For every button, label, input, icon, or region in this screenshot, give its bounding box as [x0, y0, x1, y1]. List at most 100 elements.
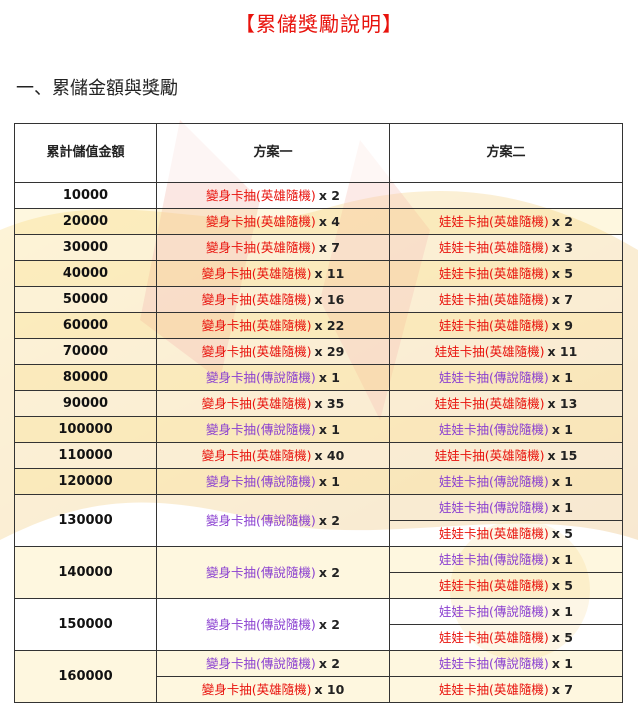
reward-quantity: x 5: [551, 577, 573, 593]
table-row: 60000 變身卡抽(英雄隨機) x 22 娃娃卡抽(英雄隨機) x 9: [14, 312, 623, 339]
reward-name: 變身卡抽(英雄隨機): [206, 213, 316, 229]
reward-name: 娃娃卡抽(英雄隨機): [434, 395, 545, 411]
table-row: 130000 變身卡抽(傳說隨機) x 2 娃娃卡抽(傳說隨機) x 1: [14, 494, 623, 547]
reward-quantity: x 13: [547, 395, 578, 411]
reward-name: 變身卡抽(傳說隨機): [206, 616, 316, 632]
reward-quantity: x 1: [551, 603, 573, 619]
plan2-cell: 娃娃卡抽(英雄隨機) x 5: [389, 520, 623, 547]
reward-name: 娃娃卡抽(英雄隨機): [439, 239, 549, 255]
plan1-cell: 變身卡抽(英雄隨機) x 22: [156, 312, 390, 339]
plan2-cell: 娃娃卡抽(英雄隨機) x 5: [389, 624, 623, 651]
amount-cell: 10000: [14, 182, 157, 209]
reward-name: 變身卡抽(傳說隨機): [206, 421, 316, 437]
header-plan2: 方案二: [389, 123, 623, 183]
reward-quantity: x 1: [318, 421, 340, 437]
reward-name: 娃娃卡抽(傳說隨機): [439, 499, 549, 515]
reward-quantity: x 22: [314, 317, 345, 333]
reward-quantity: x 5: [551, 265, 573, 281]
table-row: 100000 變身卡抽(傳說隨機) x 1 娃娃卡抽(傳說隨機) x 1: [14, 416, 623, 443]
reward-quantity: x 2: [318, 512, 340, 528]
reward-quantity: x 1: [551, 421, 573, 437]
reward-quantity: x 1: [318, 369, 340, 385]
plan2-cell: 娃娃卡抽(傳說隨機) x 1: [389, 650, 623, 677]
plan2-cell: 娃娃卡抽(英雄隨機) x 11: [389, 338, 623, 365]
plan1-cell: 變身卡抽(傳說隨機) x 2: [156, 494, 390, 547]
reward-quantity: x 2: [318, 616, 340, 632]
reward-quantity: x 1: [551, 551, 573, 567]
reward-name: 娃娃卡抽(英雄隨機): [439, 577, 549, 593]
reward-quantity: x 2: [318, 655, 340, 671]
plan2-cell: 娃娃卡抽(英雄隨機) x 3: [389, 234, 623, 261]
amount-cell: 90000: [14, 390, 157, 417]
amount-cell: 160000: [14, 650, 157, 703]
amount-cell: 70000: [14, 338, 157, 365]
reward-quantity: x 5: [551, 629, 573, 645]
reward-quantity: x 1: [551, 473, 573, 489]
plan1-cell: 變身卡抽(英雄隨機) x 16: [156, 286, 390, 313]
reward-name: 變身卡抽(英雄隨機): [201, 317, 312, 333]
reward-quantity: x 7: [551, 291, 573, 307]
reward-name: 變身卡抽(傳說隨機): [206, 655, 316, 671]
reward-name: 娃娃卡抽(傳說隨機): [439, 473, 549, 489]
table-row: 50000 變身卡抽(英雄隨機) x 16 娃娃卡抽(英雄隨機) x 7: [14, 286, 623, 313]
reward-quantity: x 11: [314, 265, 345, 281]
plan1-cell: 變身卡抽(傳說隨機) x 1: [156, 416, 390, 443]
reward-name: 變身卡抽(英雄隨機): [206, 239, 316, 255]
reward-name: 娃娃卡抽(英雄隨機): [439, 525, 549, 541]
plan2-cell: 娃娃卡抽(傳說隨機) x 1: [389, 546, 623, 573]
reward-quantity: x 1: [551, 655, 573, 671]
reward-name: 變身卡抽(英雄隨機): [206, 187, 316, 203]
plan1-cell: 變身卡抽(英雄隨機) x 4: [156, 208, 390, 235]
table-row: 娃娃卡抽(英雄隨機) x 5: [15, 520, 623, 547]
reward-name: 娃娃卡抽(英雄隨機): [439, 681, 549, 697]
reward-quantity: x 16: [314, 291, 345, 307]
plan2-cell: 娃娃卡抽(英雄隨機) x 2: [389, 208, 623, 235]
table-row: 90000 變身卡抽(英雄隨機) x 35 娃娃卡抽(英雄隨機) x 13: [14, 390, 623, 417]
table-row: 20000 變身卡抽(英雄隨機) x 4 娃娃卡抽(英雄隨機) x 2: [14, 208, 623, 235]
table-row: 160000 變身卡抽(傳說隨機) x 2 娃娃卡抽(傳說隨機) x 1: [14, 650, 623, 703]
header-amount: 累計儲值金額: [14, 123, 157, 183]
plan1-cell: 變身卡抽(英雄隨機) x 40: [156, 442, 390, 469]
reward-name: 娃娃卡抽(英雄隨機): [439, 291, 549, 307]
table-header-row: 累計儲值金額 方案一 方案二: [14, 123, 623, 183]
reward-name: 娃娃卡抽(英雄隨機): [439, 629, 549, 645]
reward-quantity: x 5: [551, 525, 573, 541]
reward-name: 娃娃卡抽(英雄隨機): [439, 317, 549, 333]
table-row: 娃娃卡抽(英雄隨機) x 5: [15, 572, 623, 599]
reward-quantity: x 11: [547, 343, 578, 359]
amount-cell: 20000: [14, 208, 157, 235]
table-row: 10000 變身卡抽(英雄隨機) x 2: [14, 182, 623, 209]
amount-cell: 140000: [14, 546, 157, 599]
table-row: 變身卡抽(英雄隨機) x 10 娃娃卡抽(英雄隨機) x 7: [15, 676, 623, 703]
reward-quantity: x 9: [551, 317, 573, 333]
reward-name: 娃娃卡抽(英雄隨機): [434, 447, 545, 463]
plan1-cell: 變身卡抽(英雄隨機) x 10: [156, 676, 390, 703]
plan2-cell: 娃娃卡抽(英雄隨機) x 15: [389, 442, 623, 469]
table-row: 140000 變身卡抽(傳說隨機) x 2 娃娃卡抽(傳說隨機) x 1: [14, 546, 623, 599]
plan2-cell: 娃娃卡抽(英雄隨機) x 7: [389, 676, 623, 703]
reward-name: 娃娃卡抽(傳說隨機): [439, 551, 549, 567]
reward-name: 娃娃卡抽(英雄隨機): [434, 343, 545, 359]
plan1-cell: 變身卡抽(英雄隨機) x 35: [156, 390, 390, 417]
reward-quantity: x 35: [314, 395, 345, 411]
plan2-cell: 娃娃卡抽(傳說隨機) x 1: [389, 364, 623, 391]
reward-name: 變身卡抽(英雄隨機): [201, 447, 312, 463]
plan1-cell: 變身卡抽(英雄隨機) x 2: [156, 182, 390, 209]
reward-quantity: x 3: [551, 239, 573, 255]
amount-cell: 50000: [14, 286, 157, 313]
table-row: 30000 變身卡抽(英雄隨機) x 7 娃娃卡抽(英雄隨機) x 3: [14, 234, 623, 261]
amount-cell: 110000: [14, 442, 157, 469]
plan2-cell: 娃娃卡抽(傳說隨機) x 1: [389, 468, 623, 495]
plan1-cell: 變身卡抽(傳說隨機) x 2: [156, 650, 390, 677]
reward-name: 變身卡抽(英雄隨機): [201, 291, 312, 307]
plan2-cell: 娃娃卡抽(英雄隨機) x 5: [389, 260, 623, 287]
reward-name: 娃娃卡抽(傳說隨機): [439, 655, 549, 671]
reward-quantity: x 15: [547, 447, 578, 463]
reward-name: 變身卡抽(英雄隨機): [201, 265, 312, 281]
plan2-cell: 娃娃卡抽(英雄隨機) x 13: [389, 390, 623, 417]
reward-quantity: x 7: [318, 239, 340, 255]
plan1-cell: 變身卡抽(傳說隨機) x 1: [156, 468, 390, 495]
plan2-cell: [389, 182, 623, 209]
amount-cell: 100000: [14, 416, 157, 443]
page-title: 【累儲獎勵說明】: [235, 12, 403, 36]
